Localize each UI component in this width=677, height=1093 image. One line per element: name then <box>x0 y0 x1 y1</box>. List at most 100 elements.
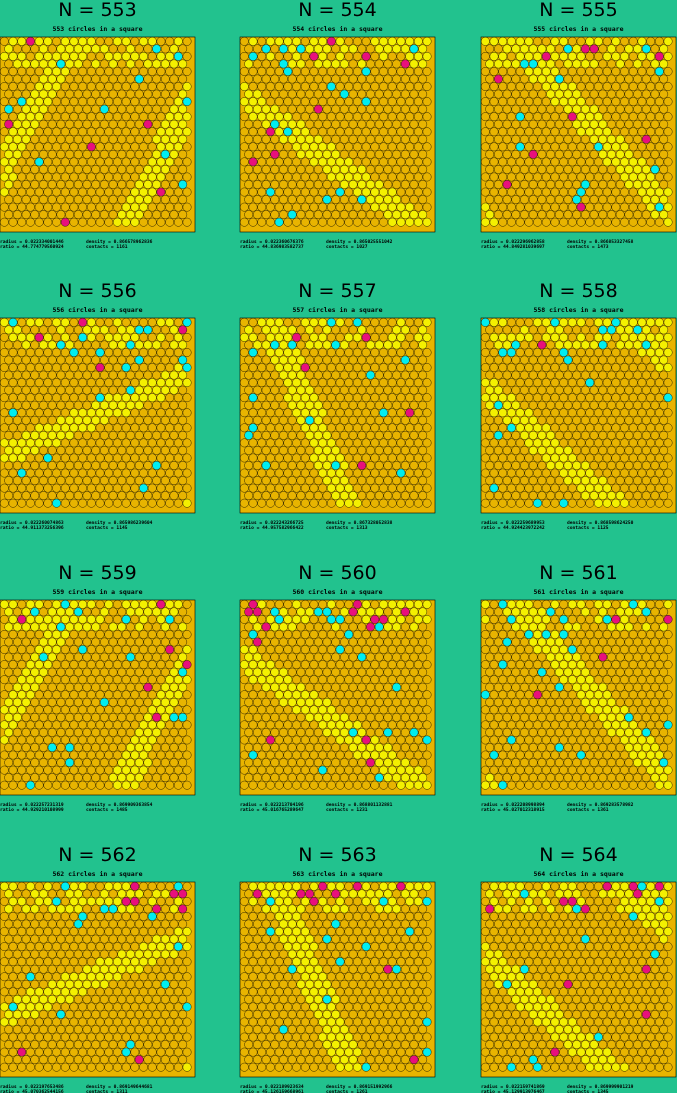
packed-circle <box>305 607 314 617</box>
packed-circle <box>43 333 53 342</box>
packed-circle <box>515 142 525 152</box>
packed-circle <box>239 348 249 357</box>
packed-circle <box>182 317 192 327</box>
packed-circle <box>400 195 410 204</box>
packed-circle <box>339 491 349 501</box>
packed-circle <box>489 393 499 403</box>
packed-circle <box>26 408 35 418</box>
packed-circle <box>287 400 297 410</box>
packed-circle <box>39 446 48 455</box>
packed-circle <box>533 112 542 122</box>
packed-circle <box>659 180 669 189</box>
packed-circle <box>607 622 616 632</box>
packed-circle <box>637 36 647 46</box>
packed-circle <box>585 438 595 448</box>
packed-circle <box>418 44 428 54</box>
packed-circle <box>392 210 401 220</box>
packed-circle <box>524 483 534 493</box>
packed-circle <box>515 675 525 685</box>
packed-circle <box>581 430 590 440</box>
packed-circle <box>91 446 101 455</box>
packed-circle <box>637 630 647 639</box>
packed-circle <box>528 134 538 144</box>
packed-circle <box>95 217 105 227</box>
packed-circle <box>537 165 547 174</box>
packed-circle <box>515 599 525 609</box>
packed-circle <box>641 446 651 455</box>
packed-circle <box>581 607 590 617</box>
packed-circle <box>65 743 75 752</box>
packed-circle <box>379 750 388 760</box>
packed-circle <box>244 149 254 159</box>
packed-circle <box>143 44 153 54</box>
packed-circle <box>659 712 669 722</box>
packed-circle <box>498 333 508 342</box>
packed-circle <box>274 202 284 212</box>
packed-circle <box>12 104 22 114</box>
packed-circle <box>239 127 249 137</box>
packed-circle <box>546 430 555 440</box>
packed-circle <box>8 157 18 167</box>
packed-circle <box>502 622 512 632</box>
packed-circle <box>537 74 547 84</box>
packed-circle <box>567 82 577 91</box>
packed-circle <box>594 82 603 91</box>
packed-circle <box>43 36 53 46</box>
packed-circle <box>252 652 262 662</box>
packed-circle <box>611 67 621 76</box>
packed-circle <box>633 743 642 752</box>
packed-circle <box>113 675 122 685</box>
packed-circle <box>624 89 634 99</box>
packed-circle <box>274 157 284 167</box>
packed-circle <box>550 750 560 760</box>
packed-circle <box>528 697 538 707</box>
packed-circle <box>422 735 432 745</box>
packed-circle <box>581 355 590 365</box>
packed-circle <box>252 682 262 692</box>
packed-circle <box>305 622 314 632</box>
packed-circle <box>12 165 22 174</box>
packed-circle <box>261 712 271 722</box>
packed-circle <box>86 438 96 448</box>
packed-circle <box>270 682 280 692</box>
packed-circle <box>322 74 332 84</box>
packed-circle <box>344 453 354 463</box>
packed-circle <box>620 333 629 342</box>
packed-circle <box>489 172 499 182</box>
packed-circle <box>498 127 508 137</box>
packed-circle <box>480 630 490 639</box>
packed-circle <box>541 157 551 167</box>
packed-circle <box>589 743 599 752</box>
packed-circle <box>511 476 521 485</box>
packed-circle <box>520 430 529 440</box>
panel-subtitle: 559 circles in a square <box>52 588 142 596</box>
packed-circle <box>585 765 595 775</box>
packed-circle <box>663 438 673 448</box>
packed-circle <box>413 690 423 700</box>
packed-circle <box>178 180 188 189</box>
packed-circle <box>279 728 288 737</box>
packed-circle <box>82 430 92 440</box>
panel-title: N = 554 <box>298 0 376 21</box>
packed-circle <box>47 607 57 617</box>
packed-circle <box>165 408 175 418</box>
packed-circle <box>624 180 634 189</box>
packed-circle <box>126 415 135 425</box>
packed-circle <box>104 82 114 91</box>
packed-circle <box>113 112 122 122</box>
packed-circle <box>300 393 310 403</box>
packed-circle <box>400 667 410 677</box>
packed-circle <box>480 408 490 418</box>
packed-circle <box>43 423 53 433</box>
packed-circle <box>12 682 22 692</box>
packed-circle <box>335 378 345 388</box>
packed-circle <box>8 765 18 775</box>
packed-circle <box>624 622 634 632</box>
packed-circle <box>615 74 625 84</box>
packed-circle <box>73 104 83 114</box>
packed-circle <box>374 491 384 501</box>
packed-circle <box>654 599 664 609</box>
packed-circle <box>554 149 564 159</box>
packed-circle <box>567 317 577 327</box>
packed-circle <box>30 889 40 899</box>
